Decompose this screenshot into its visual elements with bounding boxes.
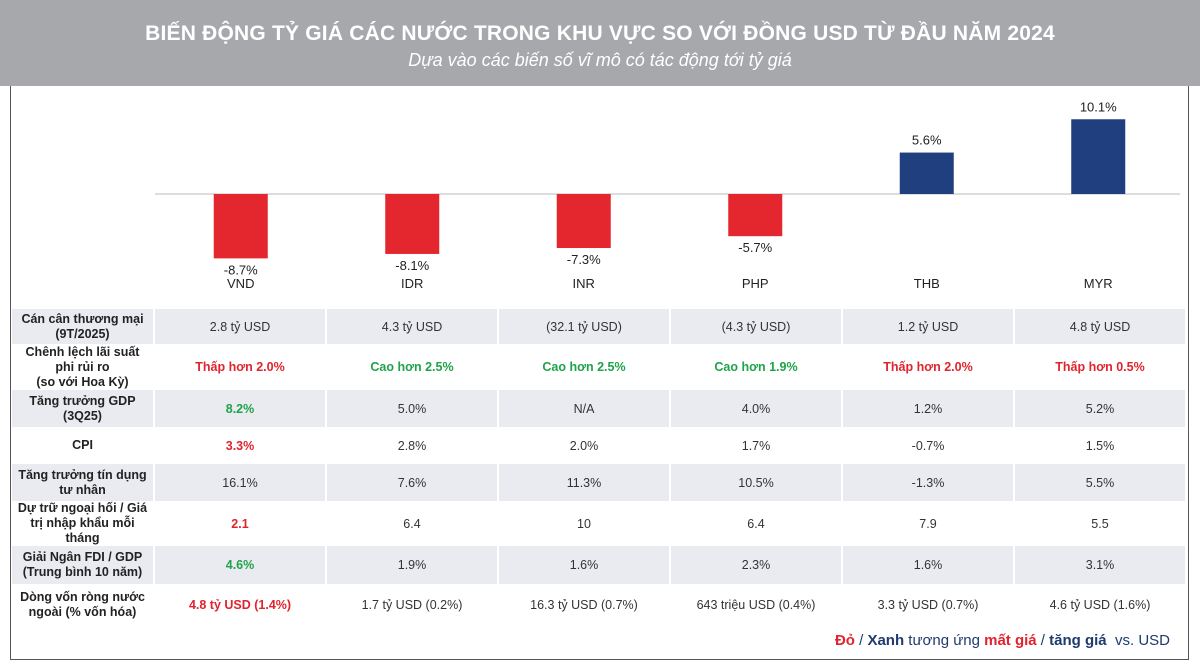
table-cell: Cao hơn 2.5% [499,345,671,389]
table-cell: 2.3% [671,546,843,584]
legend-loss: mất giá [984,632,1037,649]
bar-IDR [385,194,440,254]
table-cell: Cao hơn 1.9% [671,345,843,389]
table-cell: Cao hơn 2.5% [327,345,499,389]
data-label: -5.7% [738,240,772,255]
table-cell: 4.3 tỷ USD [327,309,499,344]
table-cell: 16.1% [155,464,327,501]
table-cell: 11.3% [499,464,671,501]
table-cell: 7.6% [327,464,499,501]
table-cell: 2.8% [327,428,499,463]
table-cell: 643 triệu USD (0.4%) [671,585,843,624]
table-cell: 1.2 tỷ USD [843,309,1015,344]
legend-sep: / [1036,632,1050,649]
legend-blue: Xanh [867,632,905,649]
table-row: CPI 3.3% 2.8% 2.0% 1.7% -0.7% 1.5% [12,428,1187,464]
table-cell: (32.1 tỷ USD) [499,309,671,344]
chart-title: BIẾN ĐỘNG TỶ GIÁ CÁC NƯỚC TRONG KHU VỰC … [145,22,1055,45]
data-label: 5.6% [912,133,942,148]
table-cell: 10.5% [671,464,843,501]
table-cell: -1.3% [843,464,1015,501]
legend-gain: tăng giá [1049,632,1107,649]
data-label: -7.3% [567,252,601,267]
table-row: Chênh lệch lãi suất phi rủi ro (so với Hoa… [12,345,1187,390]
table-cell: 8.2% [155,390,327,427]
table-cell: 4.6 tỷ USD (1.6%) [1015,585,1187,624]
table-cell: 2.1 [155,502,327,545]
row-label: CPI [12,428,155,463]
table-cell: 5.2% [1015,390,1187,427]
table-row: Dự trữ ngoại hối / Giá trị nhập khẩu mỗi t… [12,501,1187,546]
table-row: Cán cân thương mại (9T/2025) 2.8 tỷ USD 4.3… [12,309,1187,345]
table-cell: 3.1% [1015,546,1187,584]
table-cell: 4.8 tỷ USD [1015,309,1187,344]
table-cell: 2.8 tỷ USD [155,309,327,344]
category-label: PHP [742,276,769,291]
table-cell: 2.0% [499,428,671,463]
data-label: 10.1% [1080,99,1117,114]
table-cell: 5.5% [1015,464,1187,501]
table-cell: 5.0% [327,390,499,427]
table-cell: 3.3 tỷ USD (0.7%) [843,585,1015,624]
table-cell: (4.3 tỷ USD) [671,309,843,344]
category-label: VND [227,276,254,291]
table-cell: -0.7% [843,428,1015,463]
table-cell: Thấp hơn 2.0% [843,345,1015,389]
table-cell: 5.5 [1015,502,1187,545]
data-label: -8.1% [395,258,429,273]
bar-THB [899,152,954,194]
table-row: Giải Ngân FDI / GDP (Trung bình 10 năm) 4.… [12,546,1187,585]
table-cell: N/A [499,390,671,427]
table-cell: 1.7% [671,428,843,463]
data-label: -8.7% [224,262,258,277]
table-cell: 7.9 [843,502,1015,545]
frame [10,86,1189,660]
table-cell: Thấp hơn 0.5% [1015,345,1187,389]
header: BIẾN ĐỘNG TỶ GIÁ CÁC NƯỚC TRONG KHU VỰC … [0,0,1200,86]
bar-VND [213,194,268,259]
category-label: THB [914,276,940,291]
table-cell: 1.2% [843,390,1015,427]
legend-mid: tương ứng [904,632,985,649]
macro-table: Cán cân thương mại (9T/2025) 2.8 tỷ USD 4.3… [12,309,1187,625]
table-cell: 1.6% [499,546,671,584]
row-label: Cán cân thương mại (9T/2025) [12,309,155,344]
table-cell: 1.7 tỷ USD (0.2%) [327,585,499,624]
bar-MYR [1071,119,1126,194]
table-cell: 4.0% [671,390,843,427]
category-label: IDR [401,276,423,291]
legend: Đỏ / Xanh tương ứng mất giá / tăng giá v… [835,632,1170,649]
category-label: INR [573,276,595,291]
table-cell: 1.9% [327,546,499,584]
table-cell: 1.6% [843,546,1015,584]
row-label: Tăng trưởng tín dụng tư nhân [12,464,155,501]
table-row: Tăng trưởng tín dụng tư nhân 16.1% 7.6% 11.3… [12,464,1187,502]
legend-red: Đỏ [834,632,855,649]
table-row: Tăng trưởng GDP (3Q25) 8.2% 5.0% N/A 4.0% 1.2%… [12,390,1187,428]
row-label: Tăng trưởng GDP (3Q25) [12,390,155,427]
table-cell: Thấp hơn 2.0% [155,345,327,389]
category-label: MYR [1084,276,1113,291]
legend-sep: / [854,632,868,649]
row-label: Dòng vốn ròng nước ngoài (% vốn hóa) [12,585,155,624]
table-cell: 4.6% [155,546,327,584]
legend-tail: vs. USD [1106,632,1170,649]
table-row: Dòng vốn ròng nước ngoài (% vốn hóa) 4.8 t… [12,585,1187,625]
row-label: Dự trữ ngoại hối / Giá trị nhập khẩu mỗi t… [12,501,155,545]
bar-chart: -8.7%VND -8.1% IDR -7.3% INR -5.7% PHP 5.6% THB 1… [155,99,1180,291]
row-label: Chênh lệch lãi suất phi rủi ro (so với Hoa… [12,345,155,389]
table-cell: 10 [499,502,671,545]
chart-subtitle: Dựa vào các biến số vĩ mô có tác động tớ… [408,50,792,70]
table-cell: 3.3% [155,428,327,463]
table-cell: 4.8 tỷ USD (1.4%) [155,585,327,624]
row-label: Giải Ngân FDI / GDP (Trung bình 10 năm) [12,546,155,584]
bar-INR [556,194,611,249]
bar-PHP [728,194,783,237]
table-cell: 16.3 tỷ USD (0.7%) [499,585,671,624]
table-cell: 6.4 [671,502,843,545]
table-cell: 6.4 [327,502,499,545]
table-cell: 1.5% [1015,428,1187,463]
